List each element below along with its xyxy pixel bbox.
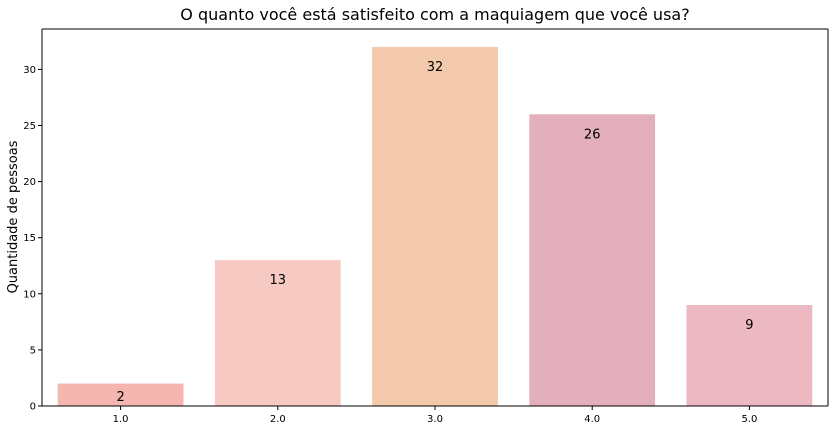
y-axis: 0 5 10 15 20 25 30 — [23, 28, 829, 413]
bar-value-label: 13 — [270, 273, 287, 288]
bars — [57, 46, 813, 407]
x-tick-label: 3.0 — [427, 414, 443, 425]
y-tick-label: 20 — [23, 177, 36, 188]
y-axis-title: Quantidade de pessoas — [6, 140, 21, 293]
bar — [57, 383, 184, 406]
y-tick-label: 10 — [23, 289, 36, 300]
bar — [372, 46, 498, 406]
bar-value-label: 26 — [584, 127, 601, 142]
bar-value-label: 32 — [427, 60, 444, 75]
bar-value-label: 9 — [745, 318, 753, 333]
x-tick-label: 1.0 — [113, 414, 129, 425]
bar — [686, 305, 813, 406]
bar — [529, 114, 656, 407]
y-tick-label: 5 — [30, 345, 36, 356]
y-tick-label: 30 — [23, 65, 36, 76]
x-axis: 1.0 2.0 3.0 4.0 5.0 — [42, 405, 828, 425]
y-tick-label: 15 — [23, 233, 36, 244]
chart-title: O quanto você está satisfeito com a maqu… — [180, 5, 689, 24]
bar-labels: 2 13 32 26 9 — [116, 60, 753, 405]
y-tick-label: 0 — [30, 402, 36, 413]
bar — [214, 260, 341, 406]
y-tick-label: 25 — [23, 121, 36, 132]
x-tick-label: 5.0 — [741, 414, 757, 425]
x-tick-label: 2.0 — [270, 414, 286, 425]
bar-value-label: 2 — [116, 390, 124, 405]
x-tick-label: 4.0 — [584, 414, 600, 425]
